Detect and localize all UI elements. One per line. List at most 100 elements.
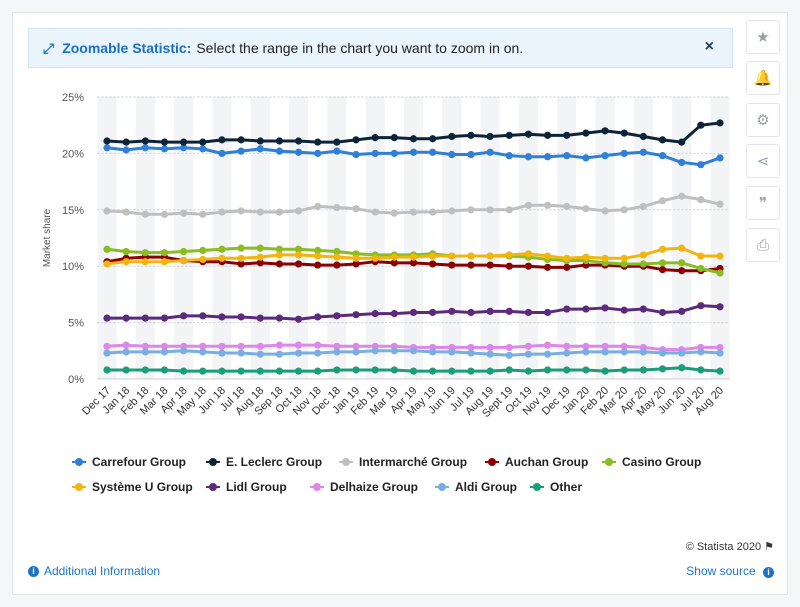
data-point[interactable] [371,366,379,374]
show-source-link[interactable]: Show source i [686,564,774,578]
data-point[interactable] [275,314,284,322]
data-point[interactable] [160,342,169,350]
data-point[interactable] [678,158,686,167]
data-point[interactable] [486,206,494,214]
legend-item[interactable]: Casino Group [602,455,701,469]
data-point[interactable] [141,137,149,145]
data-point[interactable] [505,307,513,315]
close-icon[interactable]: × [704,38,714,55]
data-point[interactable] [716,303,724,311]
data-point[interactable] [160,258,169,266]
data-point[interactable] [467,150,475,159]
data-point[interactable] [409,148,418,156]
data-point[interactable] [658,152,667,160]
data-point[interactable] [448,207,456,215]
data-point[interactable] [122,258,130,266]
data-point[interactable] [505,262,513,270]
data-point[interactable] [467,343,475,352]
data-point[interactable] [639,348,647,356]
data-point[interactable] [103,314,111,322]
data-point[interactable] [141,249,149,257]
data-point[interactable] [429,308,437,317]
data-point[interactable] [543,252,552,260]
data-point[interactable] [103,137,111,145]
data-point[interactable] [160,314,169,322]
data-point[interactable] [141,342,149,350]
data-point[interactable] [639,148,647,156]
data-point[interactable] [275,251,284,259]
series-intermarch-group[interactable] [103,192,724,218]
data-point[interactable] [620,254,628,262]
data-point[interactable] [141,144,149,152]
data-point[interactable] [639,251,647,259]
data-point[interactable] [639,260,647,268]
data-point[interactable] [256,314,264,322]
data-point[interactable] [103,342,111,350]
data-point[interactable] [218,208,226,216]
data-point[interactable] [697,366,705,374]
legend-item[interactable]: Auchan Group [485,455,588,469]
data-point[interactable] [199,348,207,356]
data-point[interactable] [122,138,130,146]
data-point[interactable] [333,247,341,256]
data-point[interactable] [180,312,188,320]
data-point[interactable] [314,261,322,269]
data-point[interactable] [409,308,418,317]
data-point[interactable] [122,314,130,322]
data-point[interactable] [505,131,513,139]
data-point[interactable] [467,131,475,139]
data-point[interactable] [543,308,552,317]
data-point[interactable] [199,138,207,146]
data-point[interactable] [678,244,686,252]
data-point[interactable] [390,366,398,374]
data-point[interactable] [352,342,360,350]
data-point[interactable] [658,265,667,274]
data-point[interactable] [237,349,245,357]
data-point[interactable] [620,366,628,374]
share-button[interactable]: ⋖ [746,144,780,178]
data-point[interactable] [314,246,322,255]
data-point[interactable] [103,207,111,215]
data-point[interactable] [180,256,188,265]
series-other[interactable] [103,364,724,375]
data-point[interactable] [314,138,322,146]
data-point[interactable] [486,367,494,375]
data-point[interactable] [448,307,456,315]
data-point[interactable] [448,367,456,375]
data-point[interactable] [524,262,533,270]
data-point[interactable] [582,305,590,313]
data-point[interactable] [697,161,705,169]
data-point[interactable] [199,210,207,218]
data-point[interactable] [524,153,533,161]
data-point[interactable] [237,244,245,252]
data-point[interactable] [333,366,341,374]
data-point[interactable] [122,146,130,154]
data-point[interactable] [256,259,264,267]
additional-info-link[interactable]: i Additional Information [28,564,160,578]
data-point[interactable] [237,147,245,155]
data-point[interactable] [199,342,207,350]
data-point[interactable] [543,131,552,139]
data-point[interactable] [563,254,571,262]
data-point[interactable] [678,307,686,315]
data-point[interactable] [333,253,341,261]
data-point[interactable] [333,147,341,155]
data-point[interactable] [639,366,647,374]
data-point[interactable] [275,367,284,375]
data-point[interactable] [601,127,609,135]
data-point[interactable] [505,343,513,352]
data-point[interactable] [218,342,226,350]
legend-item[interactable]: Système U Group [72,480,193,494]
data-point[interactable] [333,261,341,269]
data-point[interactable] [122,341,130,349]
data-point[interactable] [275,245,284,253]
data-point[interactable] [678,267,686,275]
data-point[interactable] [639,305,647,313]
data-point[interactable] [294,251,303,259]
data-point[interactable] [256,137,264,145]
data-point[interactable] [218,367,226,375]
data-point[interactable] [160,145,169,153]
data-point[interactable] [180,367,188,375]
data-point[interactable] [141,258,149,266]
data-point[interactable] [505,251,513,259]
